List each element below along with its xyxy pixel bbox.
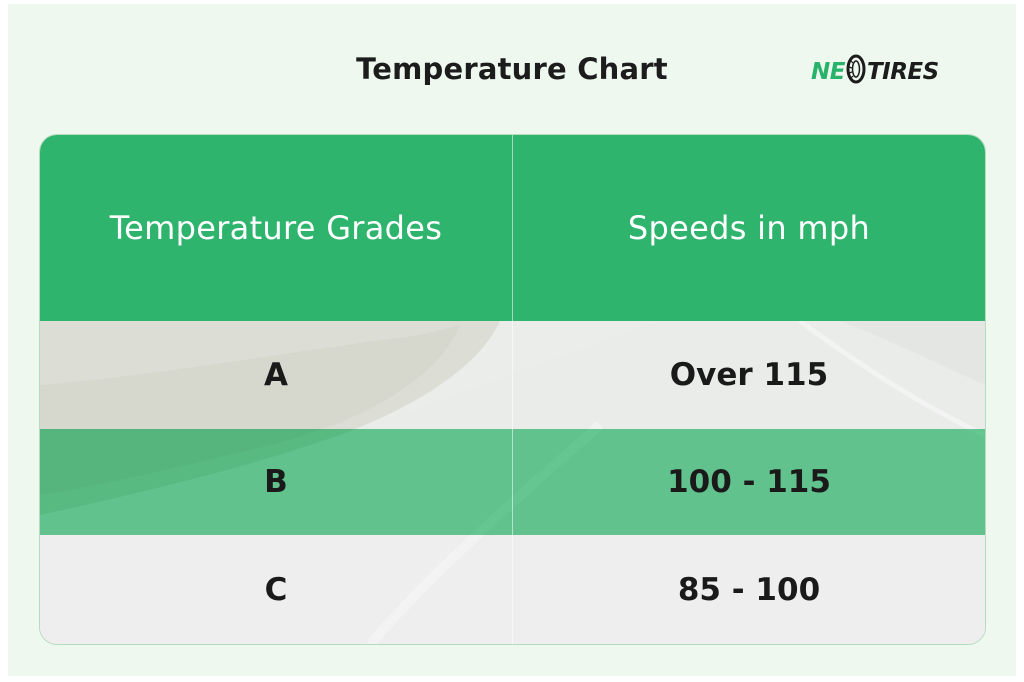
grade-cell: C	[40, 535, 512, 644]
grade-value: A	[264, 357, 288, 393]
header-label: Speeds in mph	[627, 209, 871, 247]
logo-text-tires: TIRES	[866, 59, 939, 85]
header-cell-speeds: Speeds in mph	[513, 135, 985, 321]
speed-cell: Over 115	[513, 321, 985, 429]
header-label: Temperature Grades	[109, 209, 443, 247]
grade-value: C	[264, 571, 288, 608]
speed-value: Over 115	[669, 357, 829, 393]
speed-value: 85 - 100	[677, 571, 821, 608]
column-divider	[512, 135, 513, 644]
speed-value: 100 - 115	[667, 464, 831, 500]
brand-logo: NE TIRES	[811, 54, 939, 90]
grade-cell: B	[40, 429, 512, 535]
logo-text-ne: NE	[811, 59, 845, 85]
header-cell-grades: Temperature Grades	[40, 135, 512, 321]
grade-value: B	[264, 464, 288, 500]
speed-cell: 85 - 100	[513, 535, 985, 644]
page-title: Temperature Chart	[356, 52, 668, 86]
speed-cell: 100 - 115	[513, 429, 985, 535]
grade-cell: A	[40, 321, 512, 429]
temperature-table: Temperature Grades Speeds in mph A Over …	[39, 134, 986, 645]
tire-icon	[846, 54, 866, 90]
